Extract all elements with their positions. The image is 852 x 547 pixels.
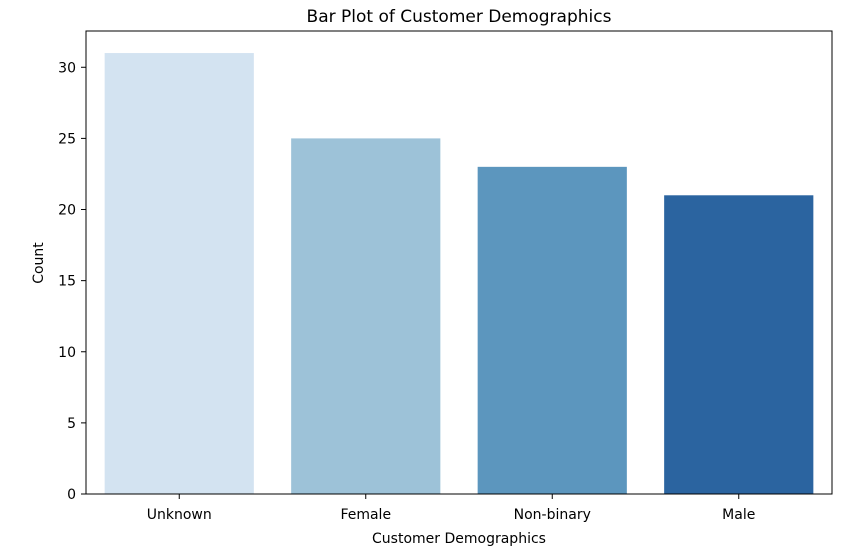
y-tick-label: 15: [58, 274, 76, 290]
x-axis-ticks: Unknown Female Non-binary Male: [147, 494, 755, 523]
y-tick-label: 25: [58, 131, 76, 147]
x-tick-label: Unknown: [147, 507, 212, 523]
y-tick-label: 20: [58, 203, 76, 219]
y-tick-label: 10: [58, 345, 76, 361]
x-tick-label: Male: [722, 507, 755, 523]
y-tick-label: 5: [67, 416, 76, 432]
x-tick-label: Non-binary: [514, 507, 591, 523]
x-axis-label: Customer Demographics: [372, 531, 546, 547]
y-tick-label: 0: [67, 487, 76, 503]
chart-title: Bar Plot of Customer Demographics: [307, 7, 612, 27]
bar-unknown: [104, 53, 254, 495]
y-axis-ticks: 0 5 10 15 20 25 30: [58, 60, 86, 503]
plot-frame: [85, 30, 833, 495]
x-tick-label: Female: [340, 507, 391, 523]
bar-male: [664, 195, 814, 494]
y-tick-label: 30: [58, 60, 76, 76]
bars-group: [104, 53, 814, 495]
bar-non-binary: [477, 166, 627, 494]
y-axis-label: Count: [31, 242, 47, 284]
bar-female: [291, 138, 441, 494]
